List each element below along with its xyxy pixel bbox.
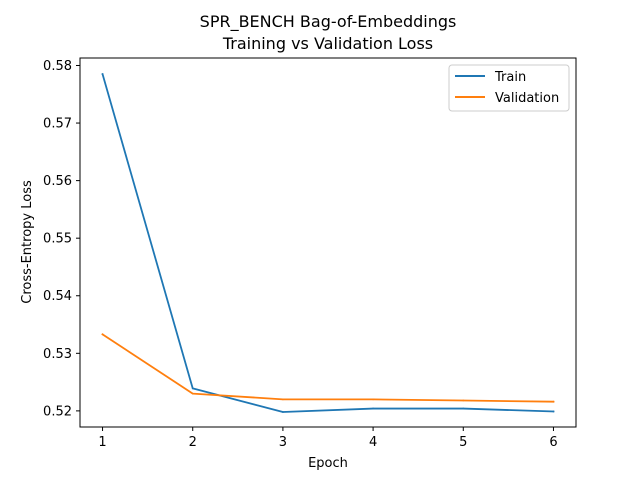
y-tick-label: 0.56 <box>43 174 72 189</box>
x-tick-label: 5 <box>459 435 467 450</box>
data-point-validation <box>552 400 555 403</box>
y-axis-label: Cross-Entropy Loss <box>20 180 35 304</box>
series-line-train <box>101 73 555 413</box>
legend: Train Validation <box>448 64 570 112</box>
y-tick-label: 0.54 <box>43 289 72 304</box>
x-axis-label: Epoch <box>308 456 348 471</box>
plot-frame <box>79 57 577 428</box>
plot-area <box>80 58 576 427</box>
chart-title-line2: Training vs Validation Loss <box>222 34 433 53</box>
x-tick-label: 1 <box>98 435 106 450</box>
plot-background <box>80 58 576 427</box>
series-line-validation <box>101 333 555 403</box>
data-point-train <box>552 410 555 413</box>
data-point-validation <box>462 399 465 402</box>
x-tick-label: 2 <box>189 435 197 450</box>
legend-label-train: Train <box>494 70 526 85</box>
legend-label-validation: Validation <box>495 91 559 106</box>
series-layer <box>101 73 555 413</box>
data-point-validation <box>101 333 104 336</box>
x-tick-label: 6 <box>549 435 557 450</box>
data-point-train <box>191 387 194 390</box>
data-point-validation <box>282 398 284 401</box>
data-point-validation <box>191 392 194 395</box>
y-tick-label: 0.55 <box>43 232 72 247</box>
x-tick-label: 3 <box>279 435 287 450</box>
y-tick-label: 0.52 <box>43 404 72 419</box>
data-point-train <box>282 411 284 413</box>
x-tick-label: 4 <box>369 435 377 450</box>
ticks-layer: 1 2 3 4 5 6 0.52 0.53 0.54 0.55 0.56 0.57 0.58 <box>43 59 558 450</box>
chart-title-line1: SPR_BENCH Bag-of-Embeddings <box>200 12 457 32</box>
data-point-train <box>101 73 104 76</box>
data-point-train <box>462 407 465 410</box>
y-tick-label: 0.57 <box>43 117 72 132</box>
y-tick-label: 0.58 <box>43 59 72 74</box>
data-point-train <box>372 407 374 410</box>
data-point-validation <box>372 398 374 401</box>
y-tick-label: 0.53 <box>43 347 72 362</box>
